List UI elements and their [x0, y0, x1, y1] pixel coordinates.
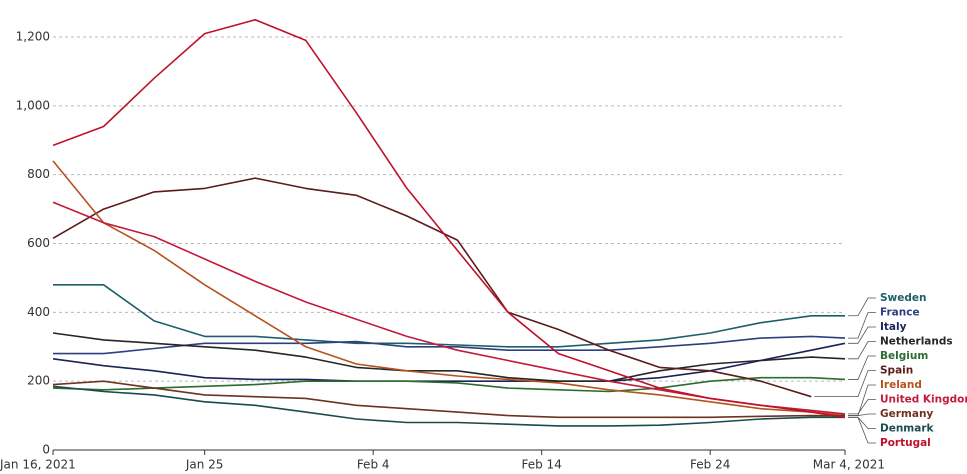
y-tick-label: 600	[27, 236, 50, 250]
x-tick-label: Feb 4	[357, 458, 390, 472]
x-tick-label: Jan 25	[185, 458, 224, 472]
legend-connector	[848, 341, 876, 360]
legend-connector	[814, 370, 876, 398]
series-line	[52, 19, 846, 419]
series-line	[52, 160, 846, 417]
legend-label: Italy	[880, 321, 907, 333]
legend-connector	[848, 416, 876, 444]
legend-label: Portugal	[880, 437, 931, 449]
legend-label: France	[880, 307, 920, 319]
x-tick-label: Jan 16, 2021	[0, 458, 76, 472]
legend-connector	[848, 326, 876, 344]
legend-connector	[848, 399, 876, 415]
x-tick-label: Feb 14	[522, 458, 562, 472]
y-tick-label: 1,000	[16, 98, 50, 112]
series-line	[52, 376, 846, 393]
x-tick-label: Feb 24	[690, 458, 730, 472]
legend-label: Germany	[880, 408, 933, 420]
legend-connector	[848, 355, 876, 380]
x-tick-label: Mar 4, 2021	[813, 458, 885, 472]
series-line	[52, 342, 846, 382]
y-tick-label: 1,200	[16, 30, 50, 44]
legend-connector	[848, 297, 876, 317]
legend-label: Belgium	[880, 350, 928, 362]
series-line	[53, 284, 845, 348]
y-tick-label: 0	[42, 443, 50, 457]
series-line	[52, 380, 845, 419]
legend-label: Denmark	[880, 423, 935, 435]
legend-connector	[848, 312, 876, 339]
legend-label: Spain	[880, 365, 913, 377]
y-tick-label: 400	[27, 305, 50, 319]
legend-connector	[848, 384, 876, 416]
series-line	[52, 332, 846, 382]
legend-label: Sweden	[880, 292, 927, 304]
legend-label: Netherlands	[880, 336, 953, 348]
series-line	[52, 177, 812, 398]
legend-label: Ireland	[880, 379, 922, 391]
y-tick-label: 800	[27, 167, 50, 181]
series-line	[52, 385, 845, 427]
y-tick-label: 200	[27, 374, 50, 388]
legend-connector	[848, 413, 876, 416]
legend-label: United Kingdom	[880, 394, 967, 406]
